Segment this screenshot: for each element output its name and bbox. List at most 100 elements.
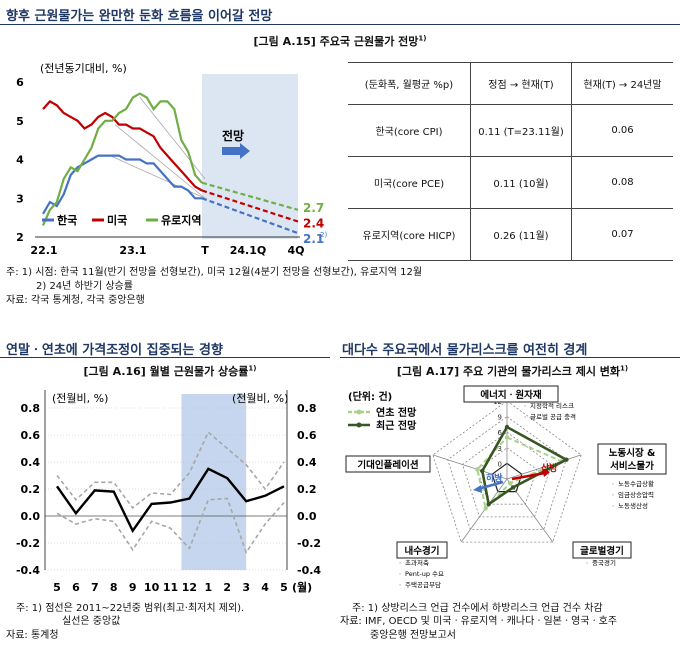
y-tick-label-right: -0.2 — [297, 537, 321, 550]
radar-point — [510, 485, 516, 490]
radar-grid-ring — [462, 431, 552, 518]
series-line-max — [56, 431, 285, 510]
radar-axis-title: 글로벌경기 — [580, 545, 624, 557]
legend-label: 미국 — [107, 213, 127, 227]
series-line-유로지역 — [41, 92, 203, 226]
x-tick-label: 11 — [163, 581, 178, 594]
series-line-미국 — [42, 100, 203, 192]
table-cell: 0.11 (T=23.11월) — [470, 104, 572, 157]
radar-point — [564, 457, 569, 462]
y-tick-label-right: 0.6 — [297, 429, 317, 442]
y-tick-label: 4 — [16, 154, 24, 167]
fig-a15-note-1: 주: 1) 시점: 한국 11월(반기 전망을 선형보간), 미국 12월(4분… — [6, 267, 423, 278]
end-value-label: 2.1 — [303, 232, 324, 246]
x-tick-label: 6 — [72, 581, 80, 594]
y-tick-label-left: 0.6 — [21, 429, 41, 442]
y-tick-label-left: 0.0 — [21, 510, 41, 523]
y-tick-label-right: -0.4 — [297, 564, 321, 577]
y-tick-label-left: 0.4 — [21, 456, 41, 469]
table-cell: 한국(core CPI) — [348, 104, 471, 157]
y-tick-label-left: 0.8 — [21, 402, 41, 415]
radar-axis-sub: ㆍ 노동수급상황 — [610, 479, 654, 488]
fig-a16-note-2: 실선은 중앙값 — [62, 616, 121, 627]
end-value-label: 2.7 — [303, 201, 324, 215]
fig-a17-source: 자료: IMF, OECD 및 미국ㆍ유로지역ㆍ캐나다ㆍ일본ㆍ영국ㆍ호주 — [340, 616, 618, 627]
end-value-sup: 2) — [320, 231, 327, 239]
x-tick-label: 7 — [91, 581, 99, 594]
top-section-heading: 향후 근원물가는 완만한 둔화 흐름을 이어갈 전망 — [6, 9, 273, 24]
radar-scale-label: -3 — [495, 476, 502, 484]
radar-axis-title: 기대인플레이션 — [357, 459, 418, 471]
downside-arrow — [477, 480, 504, 491]
radar-axis-box — [396, 541, 448, 559]
y-axis-unit: (전년동기대비, %) — [40, 62, 127, 75]
radar-axis-sub: ㆍ 노동생산성 — [610, 501, 648, 510]
series-line-한국 — [42, 154, 202, 215]
radar-axis-sub: ㆍ 초과저축 — [397, 558, 429, 567]
x-tick-label: 22.1 — [30, 244, 57, 257]
fig-a15-title-sup: 1) — [418, 34, 427, 43]
radar-axis-sub: ㆍ 지정학적 리스크 — [522, 401, 574, 410]
legend-label: 연초 전망 — [376, 406, 417, 419]
upside-arrow-head — [542, 468, 550, 477]
right-section-heading: 대다수 주요국에서 물가리스크를 여전히 경계 — [342, 343, 588, 358]
x-tick-label: 5 — [280, 581, 288, 594]
y-tick-label-right: 0.0 — [297, 510, 317, 523]
radar-spoke — [460, 478, 508, 543]
y-tick-label-left: 0.2 — [21, 483, 41, 496]
radar-spoke — [506, 478, 554, 543]
fig-a15-title: [그림 A.15] 주요국 근원물가 전망1) — [210, 33, 470, 49]
radar-point — [504, 435, 510, 440]
radar-axis-title: 노동시장 & — [609, 447, 656, 459]
fig-a15-title-text: [그림 A.15] 주요국 근원물가 전망 — [253, 35, 419, 48]
radar-axis-title: 서비스물가 — [610, 460, 654, 472]
radar-point — [504, 424, 510, 430]
y-tick-label-right: 0.2 — [297, 483, 317, 496]
radar-point — [483, 506, 488, 511]
radar-axis-sub: ㆍ Pent-up 수요 — [397, 570, 444, 578]
x-tick-label: 24.1Q — [230, 244, 267, 257]
forecast-line-미국 — [201, 189, 299, 223]
y-tick-label: 5 — [16, 115, 24, 128]
forecast-arrow — [222, 143, 250, 159]
table-header-cell: 정점 → 현재(T) — [470, 62, 572, 105]
table-row: 한국(core CPI) 0.11 (T=23.11월) 0.06 — [348, 104, 673, 157]
table-cell: 0.11 (10월) — [470, 156, 572, 209]
radar-point — [475, 467, 480, 472]
fig-a17-note-1: 주: 1) 상방리스크 언급 건수에서 하방리스크 언급 건수 차감 — [352, 603, 603, 614]
fig-a15-note-2: 2) 24년 하반기 상승률 — [36, 281, 133, 292]
x-tick-label: 3 — [242, 581, 250, 594]
shaded-band — [181, 394, 247, 570]
radar-axis-sub: ㆍ 글로벌 공급 충격 — [522, 412, 576, 421]
downside-label: 하방 — [486, 472, 503, 484]
forecast-line-한국 — [201, 197, 299, 235]
radar-grid-ring — [432, 400, 582, 543]
x-tick-label: 4 — [261, 581, 269, 594]
chart-a15: (전년동기대비, %) 2 3 4 5 6 22.1 23.1 T 24.1Q 4Q 전망 2.7 2.4… — [16, 62, 327, 257]
y-tick-label-right: 0.4 — [297, 456, 317, 469]
radar-series-연초 전망 — [476, 436, 564, 511]
radar-axis-box — [345, 455, 431, 473]
y-tick-label-left: -0.4 — [16, 564, 40, 577]
fig-a17-source-2: 중앙은행 전망보고서 — [370, 630, 456, 641]
radar-spoke — [432, 454, 508, 480]
fig-a17-title: [그림 A.17] 주요 기관의 물가리스크 제시 변화1) — [350, 363, 675, 379]
left-section-heading: 연말ㆍ연초에 가격조정이 집중되는 경향 — [6, 343, 223, 358]
y-tick-label-left: -0.2 — [16, 537, 40, 550]
forecast-shade — [202, 74, 298, 239]
radar-point — [486, 502, 491, 507]
radar-scale-label: 3 — [498, 445, 502, 453]
x-tick-label: 8 — [110, 581, 118, 594]
radar-unit: (단위: 건) — [348, 390, 392, 403]
radar-scale-label: 0 — [498, 460, 502, 468]
fig-a17-title-text: [그림 A.17] 주요 기관의 물가리스크 제시 변화 — [396, 365, 621, 378]
table-row: 유로지역(core HICP) 0.26 (11월) 0.07 — [348, 208, 673, 261]
fig-a16-title-text: [그림 A.16] 월별 근원물가 상승률 — [83, 365, 249, 378]
radar-grid-ring — [476, 447, 538, 505]
radar-axis-sub: ㆍ 중국경기 — [584, 558, 616, 567]
legend-marker — [356, 409, 362, 415]
trend-line-us — [114, 124, 206, 199]
radar-scale-label: 9 — [498, 414, 502, 422]
trend-line-eu — [139, 97, 206, 180]
radar-series-최근 전망 — [480, 425, 570, 507]
